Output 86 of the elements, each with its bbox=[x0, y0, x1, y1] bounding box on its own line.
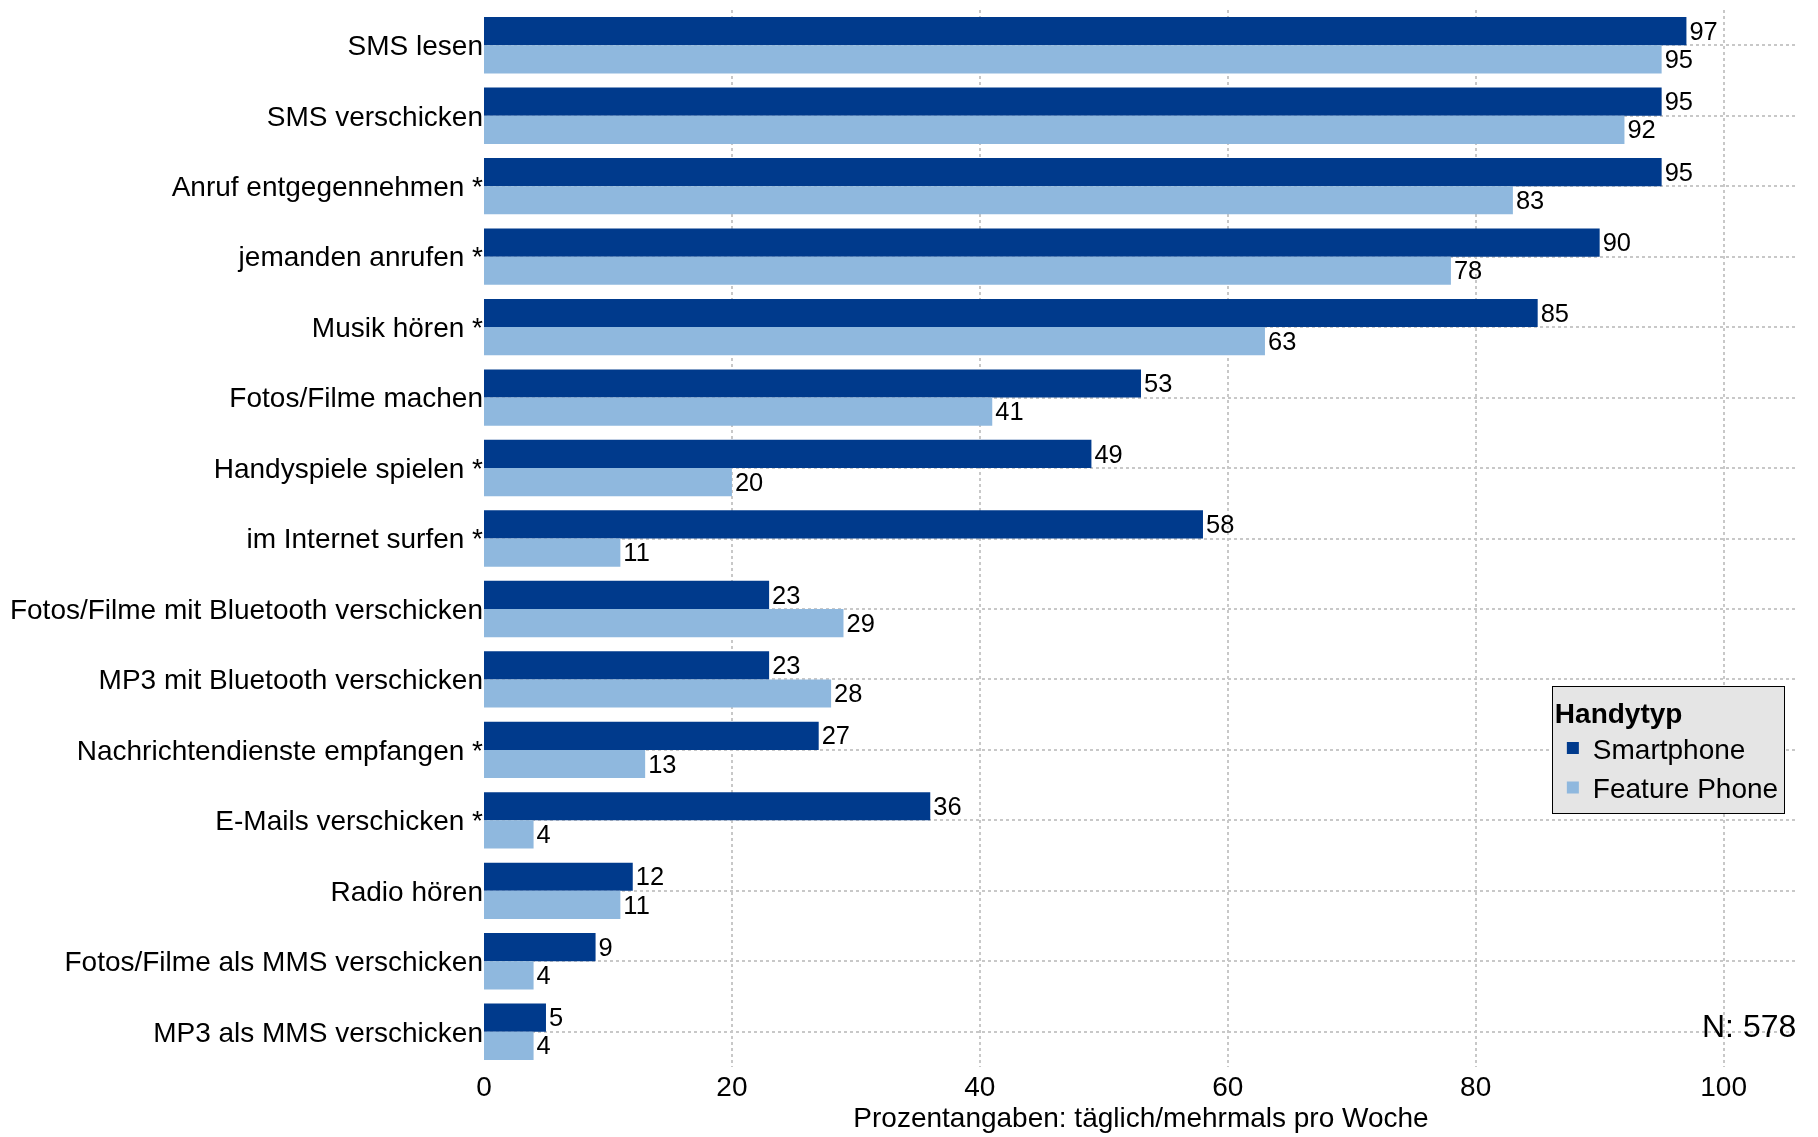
y-tick-label: Fotos/Filme mit Bluetooth verschicken bbox=[9, 593, 483, 625]
bar bbox=[484, 256, 1451, 285]
data-label: 95 bbox=[1664, 157, 1693, 186]
data-label: 95 bbox=[1664, 87, 1693, 116]
data-label: 9 bbox=[598, 932, 613, 961]
annotation: N: 578 bbox=[1702, 1008, 1797, 1044]
bar bbox=[484, 369, 1141, 398]
x-tick-label: 100 bbox=[1700, 1071, 1747, 1102]
data-label: 11 bbox=[623, 538, 650, 567]
bar bbox=[484, 749, 646, 779]
bar bbox=[484, 820, 534, 849]
y-tick-label: im Internet surfen * bbox=[246, 523, 484, 555]
bar bbox=[484, 538, 621, 567]
legend-title: Handytyp bbox=[1554, 698, 1683, 730]
data-label: 53 bbox=[1144, 369, 1173, 398]
data-label: 85 bbox=[1540, 298, 1569, 327]
data-label: 90 bbox=[1602, 228, 1631, 257]
y-tick-label: jemanden anrufen * bbox=[237, 241, 484, 273]
x-tick-label: 40 bbox=[964, 1071, 996, 1102]
bar bbox=[484, 186, 1513, 215]
bar bbox=[484, 580, 770, 609]
data-label: 28 bbox=[834, 679, 863, 708]
y-tick-label: Anruf entgegennehmen * bbox=[171, 170, 484, 202]
x-tick-label: 20 bbox=[716, 1071, 748, 1102]
data-label: 11 bbox=[623, 890, 650, 919]
y-tick-label: E-Mails verschicken * bbox=[215, 805, 484, 837]
data-label: 78 bbox=[1453, 256, 1483, 285]
data-label: 13 bbox=[648, 749, 677, 778]
data-label: 27 bbox=[821, 721, 851, 750]
x-tick-label: 0 bbox=[476, 1071, 492, 1102]
data-label: 5 bbox=[548, 1003, 564, 1032]
y-tick-label: Musik hören * bbox=[311, 311, 484, 343]
bar bbox=[484, 87, 1662, 116]
legend-label: Smartphone bbox=[1592, 733, 1746, 765]
bar bbox=[484, 157, 1662, 187]
bar bbox=[484, 679, 832, 708]
y-tick-label: Handyspiele spielen * bbox=[213, 452, 484, 484]
bar bbox=[484, 45, 1662, 74]
data-label: 49 bbox=[1094, 439, 1123, 468]
y-tick-label: SMS lesen bbox=[347, 30, 483, 62]
data-label: 36 bbox=[933, 791, 962, 820]
bar bbox=[484, 933, 596, 962]
bar bbox=[484, 439, 1092, 469]
bar bbox=[484, 228, 1600, 257]
bar bbox=[484, 1031, 534, 1060]
x-tick-label: 60 bbox=[1212, 1071, 1244, 1102]
data-label: 23 bbox=[772, 580, 801, 609]
data-label: 95 bbox=[1664, 44, 1693, 73]
data-label: 23 bbox=[772, 650, 801, 679]
x-axis-title: Prozentangaben: täglich/mehrmals pro Woche bbox=[853, 1102, 1429, 1133]
y-tick-label: Nachrichtendienste empfangen * bbox=[76, 734, 484, 766]
y-tick-label: MP3 mit Bluetooth verschicken bbox=[98, 664, 483, 696]
y-tick-label: MP3 als MMS verschicken bbox=[153, 1016, 483, 1048]
data-label: 4 bbox=[536, 820, 551, 849]
data-label: 97 bbox=[1689, 16, 1718, 45]
bar bbox=[484, 721, 819, 750]
bar bbox=[484, 397, 993, 426]
bar bbox=[484, 327, 1265, 356]
data-label: 29 bbox=[846, 608, 875, 637]
y-tick-label: Fotos/Filme als MMS verschicken bbox=[64, 946, 483, 978]
bar bbox=[484, 115, 1625, 144]
bar bbox=[484, 792, 931, 821]
bar bbox=[484, 510, 1203, 539]
data-label: 12 bbox=[635, 862, 665, 891]
data-label: 92 bbox=[1627, 115, 1656, 144]
y-tick-label: SMS verschicken bbox=[266, 100, 483, 132]
bar bbox=[484, 651, 770, 680]
bar bbox=[484, 608, 844, 638]
data-label: 63 bbox=[1267, 326, 1297, 355]
bar bbox=[484, 862, 633, 891]
y-tick-label: Radio hören bbox=[330, 875, 483, 907]
data-label: 83 bbox=[1515, 185, 1545, 214]
data-label: 41 bbox=[995, 397, 1024, 426]
bar bbox=[484, 468, 732, 497]
data-label: 4 bbox=[536, 961, 551, 990]
data-label: 58 bbox=[1205, 510, 1235, 539]
y-tick-label: Fotos/Filme machen bbox=[229, 382, 483, 414]
x-tick-label: 80 bbox=[1460, 1071, 1492, 1102]
bar bbox=[484, 961, 534, 990]
data-label: 4 bbox=[536, 1031, 551, 1060]
bar bbox=[484, 298, 1538, 328]
bar bbox=[484, 890, 621, 920]
bar bbox=[484, 1003, 546, 1032]
legend-label: Feature Phone bbox=[1592, 773, 1779, 805]
data-label: 20 bbox=[734, 467, 764, 496]
bar bbox=[484, 17, 1687, 46]
